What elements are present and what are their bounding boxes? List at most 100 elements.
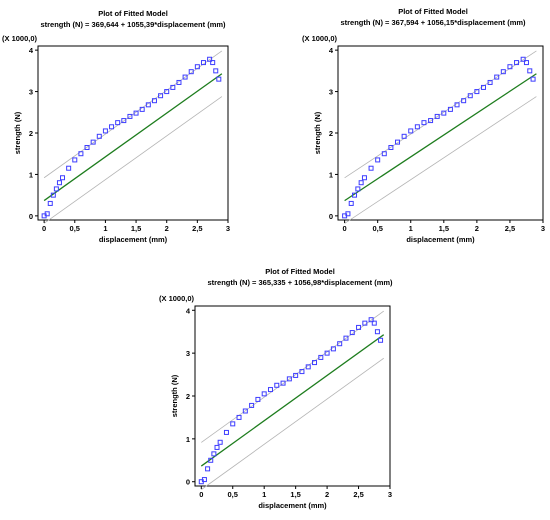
data-point	[102, 128, 108, 134]
upper-limit-line	[344, 50, 537, 179]
y-tick-label: 1	[186, 435, 190, 444]
data-point	[127, 113, 133, 119]
data-point	[242, 408, 248, 414]
data-point	[78, 151, 84, 157]
data-point	[66, 165, 72, 171]
data-point	[211, 451, 217, 457]
data-point	[395, 139, 401, 145]
y-scale-label: (X 1000,0)	[159, 294, 195, 303]
data-point	[208, 457, 214, 463]
data-point	[378, 337, 384, 343]
x-tick-label: 3	[226, 224, 230, 233]
data-point	[121, 118, 127, 124]
data-point	[414, 124, 420, 130]
data-point	[53, 186, 59, 192]
lower-limit-line	[344, 96, 537, 224]
data-point	[352, 192, 358, 198]
data-point	[507, 64, 513, 70]
data-point	[530, 76, 536, 82]
data-point	[44, 211, 50, 217]
data-point	[461, 98, 467, 104]
x-tick-label: 3	[541, 224, 545, 233]
fitted-line	[43, 73, 223, 202]
plot-frame	[337, 45, 544, 221]
chart-subtitle: strength (N) = 365,335 + 1056,98*displac…	[207, 278, 393, 287]
data-point	[90, 139, 96, 145]
data-point	[217, 439, 223, 445]
data-point	[362, 320, 368, 326]
data-point	[454, 102, 460, 108]
y-axis-label: strength (N)	[13, 111, 22, 154]
data-point	[293, 372, 299, 378]
y-tick-label: 4	[186, 306, 191, 315]
data-point	[84, 145, 90, 150]
data-point	[520, 56, 526, 62]
data-point	[201, 477, 207, 483]
x-tick-label: 1,5	[290, 490, 300, 499]
x-tick-label: 0,5	[372, 224, 382, 233]
data-point	[200, 60, 206, 66]
y-tick-label: 2	[29, 129, 33, 138]
data-point	[375, 157, 381, 163]
data-point	[355, 186, 361, 192]
data-point	[115, 120, 121, 126]
data-point	[72, 157, 78, 163]
data-point	[50, 192, 56, 198]
data-point	[182, 74, 188, 80]
x-axis-label: displacement (mm)	[99, 235, 168, 244]
x-tick-label: 1	[409, 224, 413, 233]
data-point	[474, 89, 480, 95]
x-tick-label: 1	[103, 224, 107, 233]
data-point	[480, 84, 486, 90]
y-tick-label: 0	[186, 478, 190, 487]
data-point	[361, 175, 367, 181]
data-point	[261, 391, 267, 397]
y-tick-label: 1	[29, 170, 33, 179]
upper-limit-line	[201, 310, 384, 443]
fitted-line	[200, 334, 385, 467]
y-tick-label: 3	[329, 88, 333, 97]
data-point	[139, 106, 145, 112]
data-point	[487, 79, 493, 85]
data-point	[213, 68, 219, 74]
data-point	[267, 387, 273, 393]
data-point	[286, 376, 292, 382]
x-tick-label: 2,5	[505, 224, 515, 233]
data-point	[274, 382, 280, 388]
data-point	[299, 369, 305, 375]
data-point	[216, 76, 222, 82]
fitted-line	[344, 73, 537, 202]
data-point	[176, 79, 182, 85]
lower-limit-line	[43, 96, 223, 224]
x-tick-label: 2	[165, 224, 169, 233]
data-point	[330, 346, 336, 352]
y-tick-label: 4	[329, 46, 334, 55]
x-tick-label: 2	[475, 224, 479, 233]
x-tick-label: 2	[325, 490, 329, 499]
data-point	[343, 335, 349, 341]
data-point	[305, 364, 311, 370]
y-tick-label: 4	[29, 46, 34, 55]
y-tick-label: 2	[329, 129, 333, 138]
x-tick-label: 0	[343, 224, 347, 233]
chart-title: Plot of Fitted Model	[265, 267, 335, 276]
data-point	[312, 360, 318, 366]
chart-title: Plot of Fitted Model	[398, 7, 468, 16]
data-point	[494, 74, 500, 80]
data-point	[371, 320, 377, 326]
data-point	[60, 175, 66, 181]
data-point	[249, 402, 255, 408]
x-axis-label: displacement (mm)	[406, 235, 475, 244]
data-point	[349, 330, 355, 336]
y-tick-label: 1	[329, 170, 333, 179]
data-point	[47, 200, 53, 206]
y-tick-label: 3	[186, 349, 190, 358]
chart-1: Plot of Fitted Model strength (N) = 369,6…	[2, 9, 230, 244]
data-point	[170, 84, 176, 90]
data-point	[194, 64, 200, 70]
x-tick-label: 0	[199, 490, 203, 499]
y-tick-label: 0	[29, 212, 33, 221]
data-point	[527, 68, 533, 74]
data-point	[421, 120, 427, 126]
data-point	[188, 69, 194, 75]
